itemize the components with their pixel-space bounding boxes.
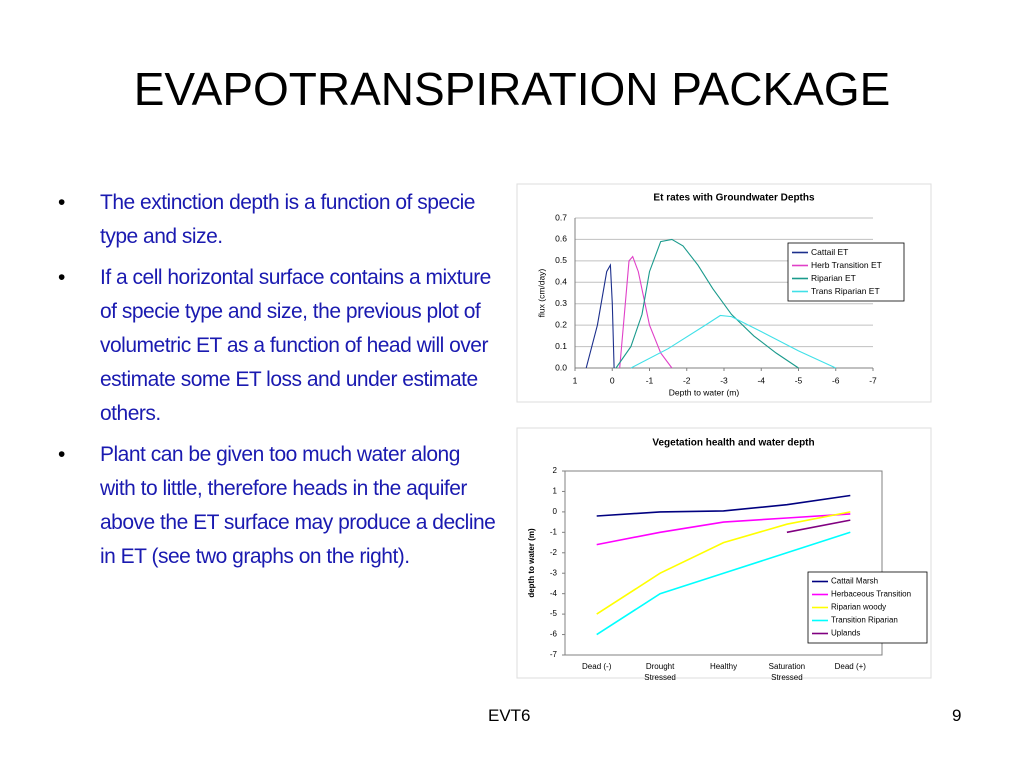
x-tick-label: Healthy bbox=[710, 662, 737, 671]
x-tick-label: -1 bbox=[646, 375, 654, 385]
chart-title: Et rates with Groundwater Depths bbox=[653, 193, 815, 204]
y-tick-label: -4 bbox=[550, 589, 558, 598]
x-axis-label: Depth to water (m) bbox=[669, 387, 740, 397]
x-tick-label: 1 bbox=[573, 375, 578, 385]
y-tick-label: 0.4 bbox=[555, 277, 567, 287]
legend-label: Herb Transition ET bbox=[811, 260, 882, 270]
legend-label: Cattail ET bbox=[811, 247, 848, 257]
x-tick-label: Dead (+) bbox=[835, 662, 867, 671]
series-line bbox=[786, 519, 851, 534]
y-tick-label: 0.1 bbox=[555, 341, 567, 351]
y-tick-label: 2 bbox=[553, 466, 558, 475]
legend-label: Uplands bbox=[831, 629, 860, 638]
x-tick-label: -4 bbox=[757, 375, 765, 385]
y-tick-label: 0.2 bbox=[555, 319, 567, 329]
y-tick-label: -6 bbox=[550, 630, 558, 639]
y-tick-label: -5 bbox=[550, 609, 558, 618]
footer: EVT6 bbox=[488, 706, 531, 725]
x-tick-label: -3 bbox=[720, 375, 728, 385]
page-number: 9 bbox=[952, 706, 962, 725]
y-tick-label: 1 bbox=[553, 487, 558, 496]
legend-label: Trans Riparian ET bbox=[811, 286, 880, 296]
series-line bbox=[596, 511, 851, 615]
y-tick-label: 0.0 bbox=[555, 362, 567, 372]
x-tick-label: Drought Stressed bbox=[644, 662, 676, 682]
series-line bbox=[596, 531, 851, 636]
y-tick-label: -1 bbox=[550, 527, 558, 536]
legend-label: Riparian ET bbox=[811, 273, 856, 283]
legend-label: Cattail Marsh bbox=[831, 577, 878, 586]
y-axis-label: flux (cm/day) bbox=[536, 269, 546, 318]
x-tick-label: -5 bbox=[795, 375, 803, 385]
y-axis-label: depth to water (m) bbox=[527, 528, 536, 598]
legend-label: Herbaceous Transition bbox=[831, 590, 911, 599]
bullet: Plant can be given too much water along … bbox=[58, 438, 498, 574]
series-line bbox=[615, 238, 799, 369]
series-line bbox=[596, 513, 851, 546]
x-tick-label: Dead (-) bbox=[582, 662, 612, 671]
bullet: The extinction depth is a function of sp… bbox=[58, 186, 498, 254]
y-tick-label: 0.5 bbox=[555, 255, 567, 265]
series-line bbox=[596, 494, 851, 517]
x-tick-label: -2 bbox=[683, 375, 691, 385]
legend-label: Riparian woody bbox=[831, 603, 886, 612]
x-tick-label: -6 bbox=[832, 375, 840, 385]
bullet-list: The extinction depth is a function of sp… bbox=[58, 186, 498, 581]
y-tick-label: -7 bbox=[550, 650, 558, 659]
y-tick-label: 0.3 bbox=[555, 298, 567, 308]
slide-title: EVAPOTRANSPIRATION PACKAGE bbox=[133, 63, 891, 115]
series-line bbox=[585, 263, 615, 369]
y-tick-label: -2 bbox=[550, 548, 558, 557]
y-tick-label: 0.6 bbox=[555, 234, 567, 244]
x-tick-label: 0 bbox=[610, 375, 615, 385]
y-tick-label: 0 bbox=[553, 507, 558, 516]
y-tick-label: -3 bbox=[550, 568, 558, 577]
bullet: If a cell horizontal surface contains a … bbox=[58, 261, 498, 431]
x-tick-label: Saturation Stressed bbox=[769, 662, 805, 682]
series-line bbox=[630, 314, 837, 369]
y-tick-label: 0.7 bbox=[555, 212, 567, 222]
series-line bbox=[619, 255, 673, 369]
x-tick-label: -7 bbox=[869, 375, 877, 385]
legend-label: Transition Riparian bbox=[831, 616, 898, 625]
plot-area bbox=[564, 470, 883, 656]
chart-title: Vegetation health and water depth bbox=[652, 438, 814, 449]
